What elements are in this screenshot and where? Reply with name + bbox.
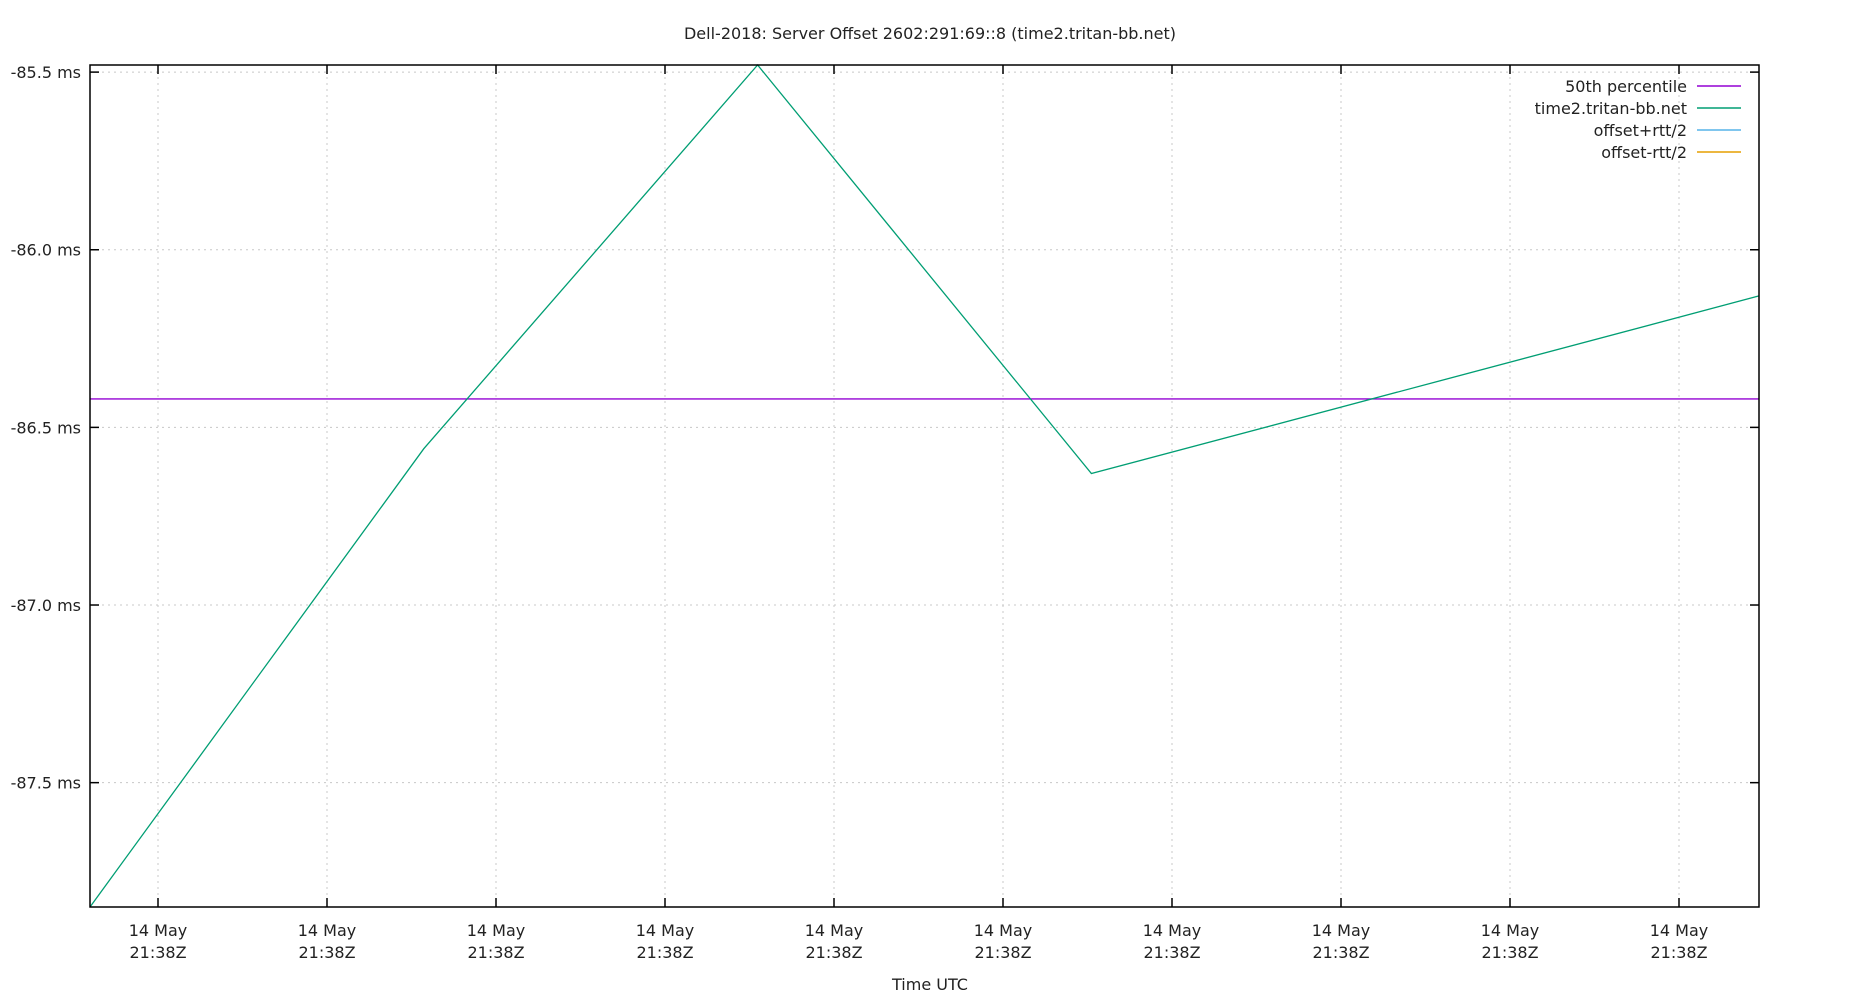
x-tick-label: 14 May — [974, 921, 1033, 940]
x-tick-label: 21:38Z — [129, 943, 186, 962]
x-tick-label: 21:38Z — [1650, 943, 1707, 962]
y-axis: -85.5 ms -86.0 ms -86.5 ms -87.0 ms -87.5 ms — [11, 63, 1759, 793]
y-tick-label: -86.5 ms — [11, 418, 81, 437]
x-tick-label: 14 May — [467, 921, 526, 940]
y-tick-label: -86.0 ms — [11, 241, 81, 260]
legend-label: 50th percentile — [1565, 77, 1687, 96]
x-tick-label: 14 May — [1481, 921, 1540, 940]
x-tick-label: 21:38Z — [298, 943, 355, 962]
legend-label: time2.tritan-bb.net — [1535, 99, 1687, 118]
series-group — [89, 63, 1760, 908]
x-tick-label: 21:38Z — [1143, 943, 1200, 962]
y-tick-label: -87.0 ms — [11, 596, 81, 615]
x-axis-label: Time UTC — [891, 975, 968, 994]
x-tick-label: 14 May — [805, 921, 864, 940]
grid — [90, 65, 1759, 907]
x-tick-label: 14 May — [1143, 921, 1202, 940]
series-line — [89, 63, 1760, 908]
x-tick-label: 21:38Z — [1481, 943, 1538, 962]
plot-frame — [89, 64, 1760, 908]
x-tick-label: 14 May — [298, 921, 357, 940]
x-tick-label: 21:38Z — [805, 943, 862, 962]
x-tick-label: 14 May — [1312, 921, 1371, 940]
legend-label: offset-rtt/2 — [1601, 143, 1687, 162]
x-tick-label: 14 May — [636, 921, 695, 940]
x-axis: 14 May 21:38Z 14 May 21:38Z 14 May 21:38Z 14 M… — [129, 65, 1709, 962]
chart-title: Dell-2018: Server Offset 2602:291:69::8 … — [684, 24, 1176, 43]
x-tick-label: 21:38Z — [1312, 943, 1369, 962]
y-tick-label: -85.5 ms — [11, 63, 81, 82]
x-tick-label: 14 May — [129, 921, 188, 940]
x-tick-label: 21:38Z — [467, 943, 524, 962]
x-tick-label: 21:38Z — [974, 943, 1031, 962]
x-tick-label: 14 May — [1650, 921, 1709, 940]
legend: 50th percentile time2.tritan-bb.net offset… — [1535, 77, 1741, 162]
x-tick-label: 21:38Z — [636, 943, 693, 962]
legend-label: offset+rtt/2 — [1594, 121, 1687, 140]
y-tick-label: -87.5 ms — [11, 774, 81, 793]
